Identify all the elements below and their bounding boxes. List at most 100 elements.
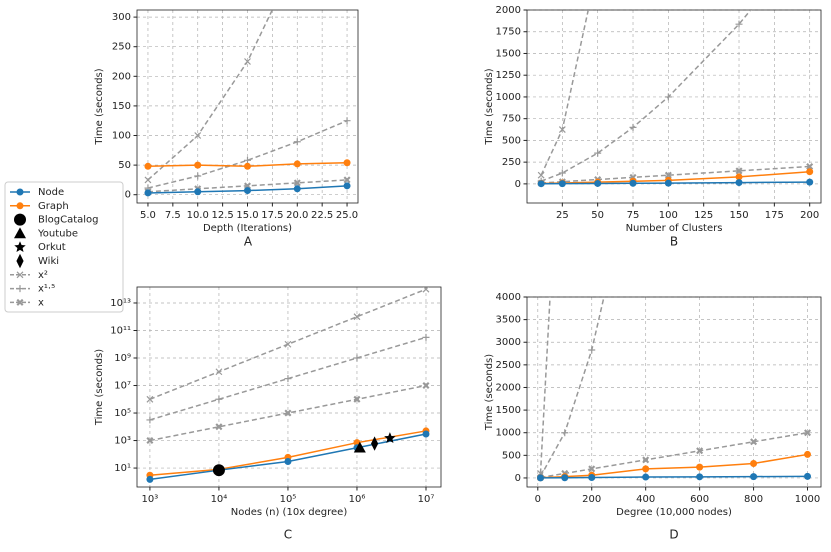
plot-frame (136, 286, 442, 488)
x-tick-label: 200 (800, 210, 819, 221)
x-tick-label: 100 (659, 210, 678, 221)
x-tick-label: 20.0 (286, 210, 308, 221)
panel-caption: D (669, 528, 678, 542)
marker (696, 473, 704, 481)
y-tick-label: 3500 (496, 315, 521, 326)
marker (353, 313, 361, 321)
legend-entry: Graph (10, 201, 69, 212)
marker (804, 472, 812, 480)
marker (144, 162, 152, 170)
y-axis-label: Time (seconds) (94, 349, 105, 426)
legend-label: Node (38, 187, 64, 198)
marker (343, 117, 351, 125)
y-tick-label: 10¹¹ (110, 325, 131, 336)
marker (293, 179, 301, 187)
legend-box (4, 181, 124, 313)
legend-marker (16, 285, 24, 293)
marker (537, 180, 545, 188)
legend-marker (16, 253, 24, 269)
x-tick-label: 10⁶ (349, 494, 366, 505)
marker (806, 162, 814, 170)
x-tick-label: 10.0 (187, 210, 209, 221)
x-tick-label: 25.0 (336, 210, 358, 221)
marker (343, 182, 351, 190)
marker (536, 474, 544, 482)
marker (804, 450, 812, 458)
legend-label: x¹·⁵ (38, 284, 55, 295)
legend-label: BlogCatalog (38, 215, 99, 226)
y-tick-label: 1750 (496, 27, 521, 38)
y-axis-label: Time (seconds) (94, 68, 105, 145)
marker (284, 375, 292, 383)
marker (696, 463, 704, 471)
y-tick-label: 250 (502, 157, 521, 168)
y-tick-label: 10⁷ (114, 381, 131, 392)
panel-caption: C (284, 528, 292, 542)
x-tick-label: 17.5 (261, 210, 283, 221)
marker (215, 423, 223, 431)
x-tick-label: 600 (690, 494, 709, 505)
marker (629, 179, 637, 187)
y-tick-label: 2500 (496, 360, 521, 371)
legend-label: Youtube (37, 228, 78, 239)
legend-label: x² (38, 270, 48, 281)
legend-label: Orkut (38, 242, 66, 253)
plot-frame (526, 9, 822, 204)
marker (144, 176, 152, 184)
y-tick-label: 750 (502, 114, 521, 125)
y-tick-label: 1250 (496, 70, 521, 81)
marker (594, 179, 602, 187)
marker (629, 123, 637, 131)
y-tick-label: 0 (515, 473, 521, 484)
legend-marker (14, 227, 26, 239)
marker (696, 447, 704, 455)
marker (343, 176, 351, 184)
marker (353, 395, 361, 403)
marker (244, 162, 251, 170)
marker (422, 382, 430, 390)
plot-area (146, 287, 430, 483)
x-tick-label: 22.5 (311, 210, 333, 221)
marker (588, 465, 596, 473)
marker (284, 457, 292, 465)
legend-label: Wiki (38, 256, 59, 267)
marker (558, 169, 566, 177)
y-tick-label: 500 (502, 450, 521, 461)
marker (558, 180, 566, 188)
plot-area (536, 297, 812, 482)
marker (146, 395, 154, 403)
x-tick-label: 0 (535, 494, 541, 505)
marker (561, 474, 569, 482)
legend-label: x (38, 297, 44, 308)
marker (244, 187, 251, 195)
y-axis-label: Time (seconds) (484, 354, 495, 431)
x-tick-label: 12.5 (211, 210, 233, 221)
legend-marker (16, 271, 24, 279)
marker (588, 346, 596, 354)
marker (664, 93, 672, 101)
series-line (147, 120, 348, 189)
y-axis-label: Time (seconds) (484, 68, 495, 145)
x-tick-label: 1000 (795, 494, 820, 505)
x-tick-label: 75 (627, 210, 640, 221)
x-tick-label: 15.0 (236, 210, 258, 221)
marker (642, 473, 650, 481)
marker (750, 473, 758, 481)
marker (642, 456, 650, 464)
marker (146, 416, 154, 424)
series-line (540, 10, 590, 176)
plot-frame (526, 296, 822, 488)
y-tick-label: 250 (112, 42, 131, 53)
x-axis-label: Depth (Iterations) (203, 223, 292, 234)
series-line (540, 10, 752, 182)
legend-marker (14, 213, 26, 226)
legend-entry: Wiki (16, 253, 59, 269)
x-tick-label: 10⁴ (211, 494, 228, 505)
marker (215, 368, 223, 376)
marker (642, 465, 650, 473)
marker (293, 160, 301, 168)
legend-entry: x² (10, 270, 48, 281)
y-tick-label: 1500 (496, 48, 521, 59)
legend-marker (14, 241, 26, 253)
